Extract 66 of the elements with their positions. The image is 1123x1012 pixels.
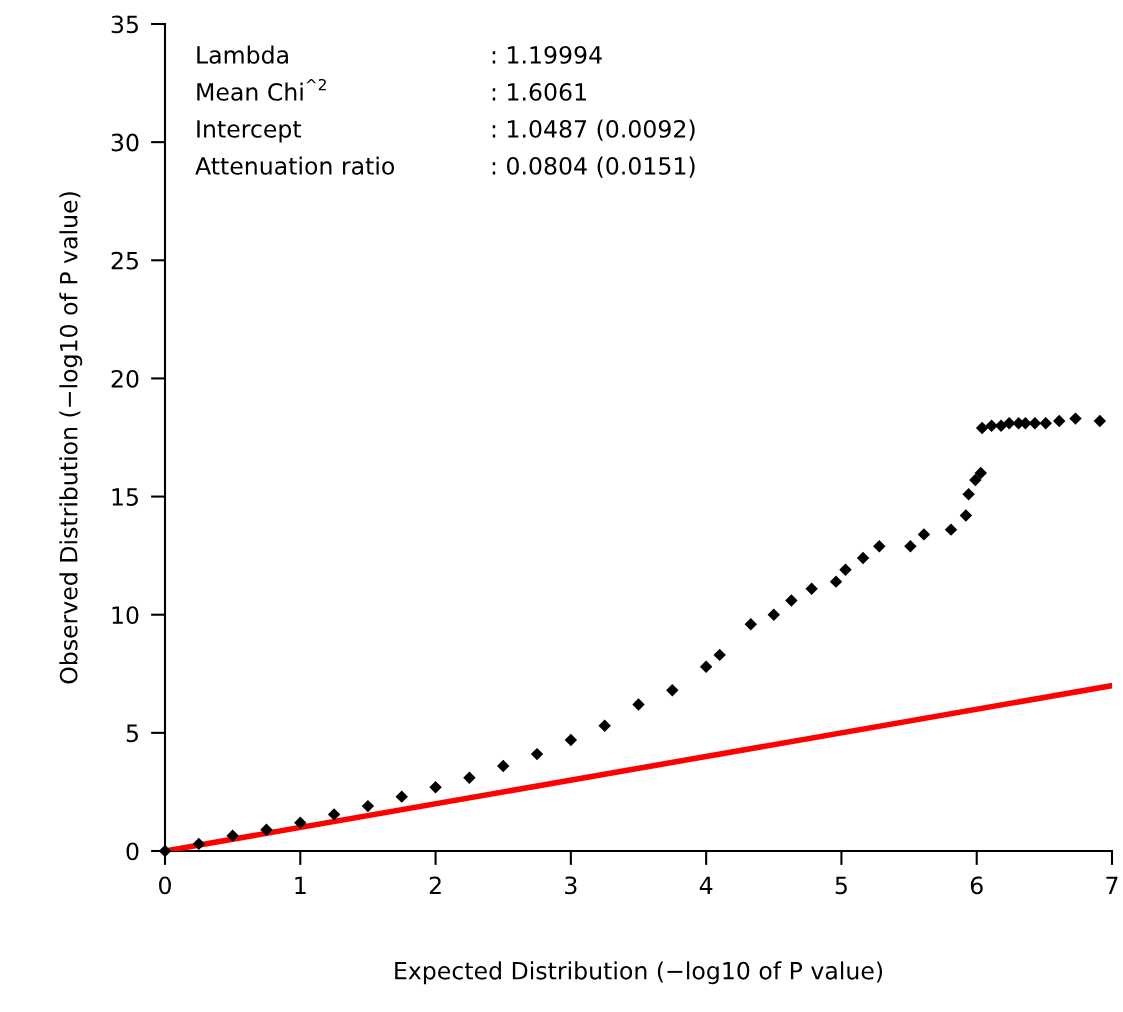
y-axis-title: Observed Distribution (−log10 of P value)	[59, 192, 83, 684]
point	[598, 719, 611, 732]
point	[839, 563, 852, 577]
point	[767, 608, 780, 621]
annotation: : 1.0487 (0.0092)	[492, 119, 695, 141]
point	[699, 660, 713, 673]
x-tick-label: 7	[1106, 876, 1118, 894]
x-tick-label: 0	[159, 876, 171, 895]
point	[463, 771, 476, 784]
y-tick-label: 30	[111, 133, 139, 152]
annotation: Attenuation ratio	[195, 156, 395, 175]
y-tick-label: 10	[112, 606, 139, 625]
point	[294, 816, 307, 829]
point	[530, 747, 544, 761]
annotation: Lambda	[197, 45, 288, 64]
point	[805, 582, 818, 595]
y-tick-label: 25	[111, 251, 138, 270]
point	[395, 790, 408, 803]
x-axis-title: Expected Distribution (−log10 of P value)	[395, 961, 883, 985]
annotation: : 1.6061	[492, 82, 586, 101]
point	[713, 648, 726, 662]
x-tick-label: 2	[429, 876, 441, 894]
point	[959, 509, 973, 522]
point	[1053, 414, 1066, 428]
point	[974, 466, 987, 480]
point	[260, 823, 273, 836]
annotation: : 1.19994	[492, 45, 602, 64]
point	[975, 421, 989, 435]
point	[564, 733, 578, 747]
point	[158, 844, 172, 858]
point	[226, 829, 239, 842]
x-tick-label: 3	[565, 876, 577, 895]
point	[969, 473, 982, 487]
x-tick-label: 5	[835, 876, 847, 895]
point	[632, 698, 645, 711]
y-tick-label: 35	[111, 15, 138, 34]
point	[917, 528, 931, 541]
point	[1069, 412, 1082, 425]
y-tick-label: 5	[126, 724, 138, 743]
point	[944, 523, 958, 536]
annotation: : 0.0804 (0.0151)	[492, 156, 695, 178]
point	[829, 575, 843, 588]
y-tick-label: 0	[126, 842, 139, 861]
point	[985, 419, 998, 432]
point	[192, 837, 206, 851]
point	[327, 808, 341, 821]
point	[904, 539, 917, 553]
point	[962, 488, 975, 501]
point	[429, 780, 442, 794]
x-tick-label: 6	[970, 876, 983, 895]
annotation: Intercept	[197, 120, 302, 143]
point	[497, 759, 510, 773]
y-tick-label: 20	[111, 369, 139, 388]
point	[744, 617, 757, 631]
point	[1028, 417, 1042, 430]
x-tick-label: 1	[295, 876, 306, 894]
point	[873, 539, 886, 553]
point	[1093, 414, 1107, 428]
point	[361, 799, 375, 813]
point	[785, 594, 798, 607]
y-tick-label: 15	[112, 488, 138, 506]
point	[1002, 417, 1016, 430]
point	[666, 684, 679, 697]
point	[856, 551, 870, 565]
x-tick-label: 4	[699, 876, 713, 894]
point	[1039, 417, 1052, 430]
